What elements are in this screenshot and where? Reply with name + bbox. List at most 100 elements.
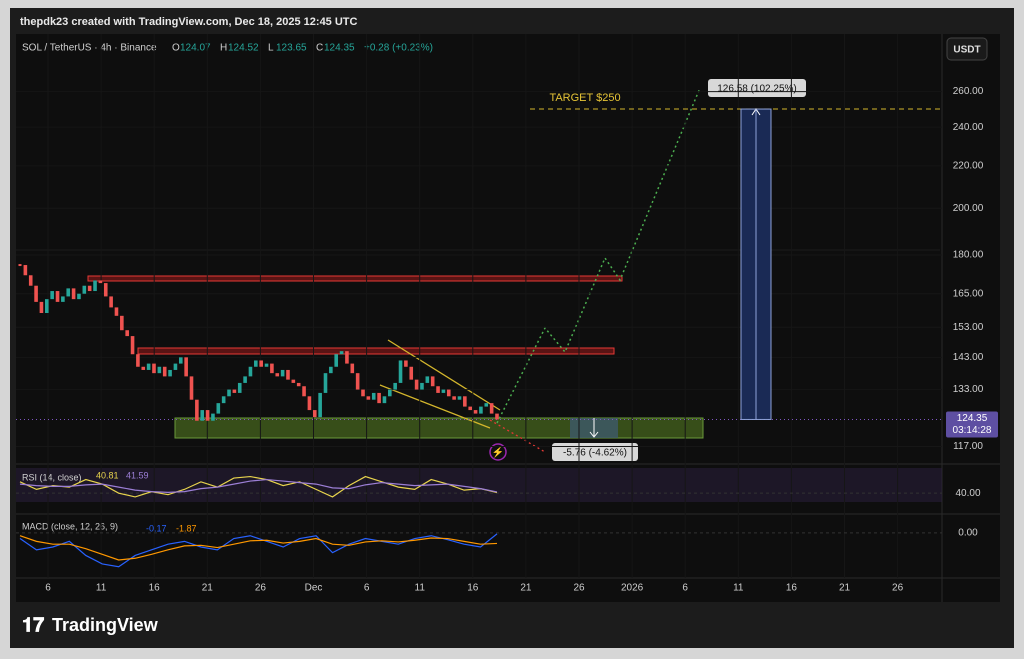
y-tick-label: 143.00 <box>953 352 984 363</box>
rsi-title: RSI (14, close) <box>22 472 82 482</box>
candle <box>452 396 456 400</box>
candle <box>425 376 430 383</box>
macd-legend-value: -1.87 <box>176 523 197 533</box>
candle <box>157 366 162 374</box>
candle <box>146 363 151 370</box>
candle <box>237 382 242 393</box>
candle <box>414 379 419 390</box>
candle <box>77 293 81 300</box>
projection-path <box>496 87 701 424</box>
ohlc-readout: O 124.07 H 124.52 L 123.65 C 124.35 +0.28 (+0.23… <box>172 43 433 54</box>
candle <box>50 291 54 300</box>
candle <box>484 403 489 407</box>
logo-icon: 𝟏𝟕 <box>22 614 44 636</box>
candle <box>103 283 108 297</box>
candle <box>457 396 462 400</box>
macd-line <box>19 533 498 568</box>
x-tick-label: 21 <box>839 583 851 594</box>
candle <box>243 376 247 383</box>
candle <box>39 301 44 313</box>
candle <box>312 410 317 418</box>
y-tick-label: 153.00 <box>953 322 984 333</box>
candle <box>173 363 178 370</box>
y-tick-label: 165.00 <box>953 288 984 299</box>
y-tick-label: 200.00 <box>953 203 984 214</box>
ohlc-letter: O <box>172 43 180 54</box>
candle <box>178 357 183 364</box>
target-label: TARGET $250 <box>549 92 620 104</box>
candle <box>270 363 274 374</box>
candle <box>436 386 440 393</box>
candle <box>409 366 414 380</box>
x-tick-label: 2026 <box>621 583 644 594</box>
candle <box>248 366 253 377</box>
candle <box>23 265 28 276</box>
candle <box>130 336 135 355</box>
candle <box>71 288 76 300</box>
ohlc-value: 124.07 <box>180 43 211 54</box>
ohlc-letter: H <box>220 43 227 54</box>
candle <box>152 363 156 374</box>
candle <box>162 366 167 377</box>
candle <box>473 410 478 414</box>
macd-legend-value: -0.17 <box>146 523 167 533</box>
candle <box>355 373 360 390</box>
header: thepdk23 created with TradingView.com, D… <box>20 16 358 28</box>
currency-button[interactable] <box>946 37 988 61</box>
candle <box>430 376 435 387</box>
change: +0.28 (+0.23%) <box>364 43 433 54</box>
candle <box>275 373 280 377</box>
ohlc-value: 124.52 <box>228 43 259 54</box>
projection-path <box>489 419 546 453</box>
candle <box>291 379 296 383</box>
x-tick-label: 21 <box>520 583 532 594</box>
countdown: 03:14:28 <box>953 425 992 436</box>
ohlc-letter: C <box>316 43 323 54</box>
candle <box>420 382 424 390</box>
candle <box>371 392 376 400</box>
y-tick-label: 40.00 <box>955 488 980 499</box>
rsi-band <box>16 468 942 502</box>
candle <box>307 396 312 411</box>
candle <box>98 280 103 284</box>
price-label-box <box>946 411 998 438</box>
candle <box>195 399 199 421</box>
y-tick-label: 260.00 <box>953 86 984 97</box>
candle <box>232 389 237 393</box>
arrow <box>589 431 599 438</box>
candle <box>227 389 231 397</box>
candle <box>125 330 129 337</box>
candle <box>61 296 65 302</box>
candle <box>189 376 194 400</box>
short-measure: -5.76 (-4.62%) <box>563 448 627 459</box>
resistance-zone <box>87 275 623 282</box>
candle <box>377 392 381 404</box>
candle <box>120 315 124 331</box>
candle <box>55 291 60 302</box>
symbol: SOL / TetherUS · 4h · Binance <box>22 43 157 54</box>
candle <box>446 389 451 397</box>
candle <box>141 366 146 370</box>
currency: USDT <box>953 45 980 56</box>
support-zone <box>174 417 704 439</box>
candle <box>366 396 371 400</box>
ohlc-value: 123.65 <box>276 43 307 54</box>
candle <box>264 363 269 367</box>
ohlc-letter: L <box>268 43 274 54</box>
candle <box>398 360 403 383</box>
measure-box <box>708 79 806 97</box>
x-tick-label: Dec <box>305 583 323 594</box>
candle <box>221 396 226 404</box>
x-tick-label: 11 <box>733 583 744 594</box>
candle <box>334 354 339 367</box>
x-tick-label: 16 <box>467 583 479 594</box>
candle <box>495 413 499 420</box>
rsi-line <box>19 478 498 493</box>
candle <box>393 382 397 390</box>
candle <box>87 285 92 292</box>
chart-area <box>16 34 1000 602</box>
candle <box>323 373 328 393</box>
candle <box>302 386 306 397</box>
candle <box>28 275 33 286</box>
